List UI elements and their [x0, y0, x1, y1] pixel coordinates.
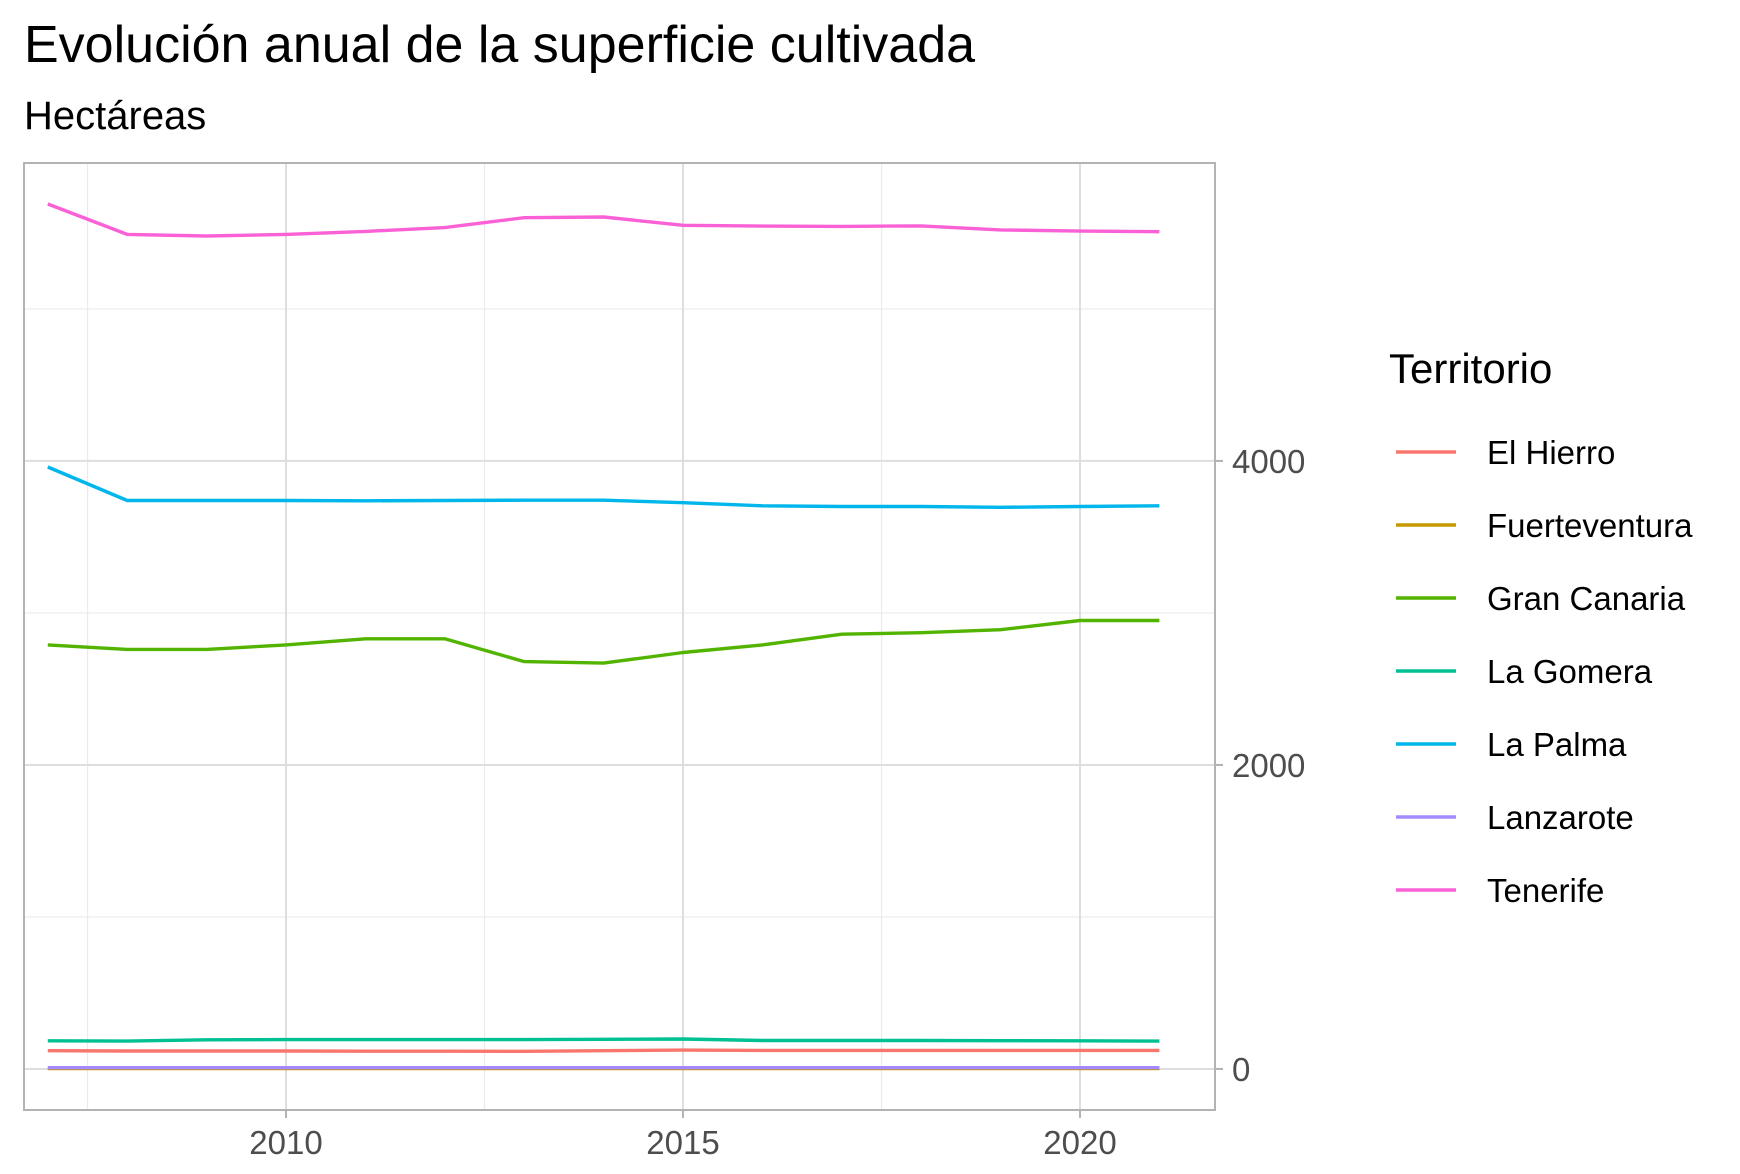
- y-tick-label: 2000: [1232, 747, 1305, 784]
- legend-label: El Hierro: [1487, 434, 1615, 471]
- legend-item: Lanzarote: [1396, 799, 1634, 836]
- plot-panel-border: [23, 162, 1216, 1111]
- legend-label: La Palma: [1487, 726, 1627, 763]
- grid-lines: [24, 163, 1215, 1110]
- legend-item: Fuerteventura: [1396, 507, 1693, 544]
- legend-items: El Hierro Fuerteventura Gran Canaria La Gom…: [1396, 434, 1693, 909]
- y-tick-label: 4000: [1232, 443, 1305, 480]
- series-line-la-gomera: [47, 1037, 1160, 1043]
- series-line-el-hierro: [47, 1048, 1160, 1054]
- legend-item: La Gomera: [1396, 653, 1653, 690]
- legend-item: Gran Canaria: [1396, 580, 1686, 617]
- x-tick-label: 2010: [249, 1124, 322, 1161]
- legend-item: Tenerife: [1396, 872, 1604, 909]
- legend-title: Territorio: [1389, 345, 1552, 392]
- legend-item: El Hierro: [1396, 434, 1615, 471]
- series-line-la-palma: [47, 465, 1160, 509]
- axes: 2010 2015 2020 0 2000 4000: [249, 443, 1305, 1161]
- legend-label: Fuerteventura: [1487, 507, 1693, 544]
- series-line-tenerife: [47, 202, 1160, 238]
- y-tick-label: 0: [1232, 1051, 1250, 1088]
- legend-item: La Palma: [1396, 726, 1627, 763]
- chart-subtitle: Hectáreas: [24, 94, 206, 138]
- chart-title: Evolución anual de la superficie cultiva…: [24, 16, 975, 74]
- legend: Territorio El Hierro Fuerteventura Gran Ca…: [1389, 345, 1693, 909]
- legend-label: Lanzarote: [1487, 799, 1634, 836]
- legend-label: Gran Canaria: [1487, 580, 1686, 617]
- x-tick-label: 2015: [646, 1124, 719, 1161]
- x-tick-label: 2020: [1043, 1124, 1116, 1161]
- legend-label: Tenerife: [1487, 872, 1604, 909]
- legend-label: La Gomera: [1487, 653, 1653, 690]
- series-lines: [47, 202, 1160, 1071]
- series-line-gran-canaria: [47, 618, 1160, 665]
